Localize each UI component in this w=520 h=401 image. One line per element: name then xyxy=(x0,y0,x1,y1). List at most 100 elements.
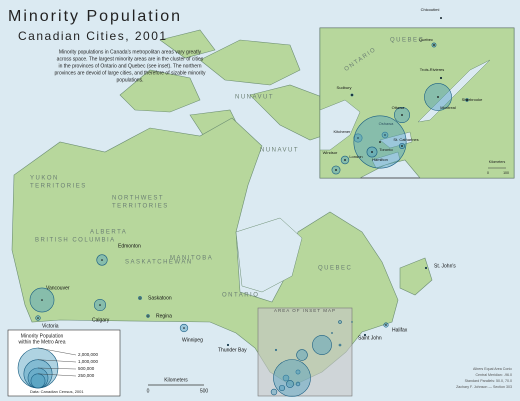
legend-leader xyxy=(37,359,77,363)
city-dot xyxy=(41,299,43,301)
description-line: populations. xyxy=(117,77,144,83)
city-label: Oshawa xyxy=(379,121,394,126)
city-dot xyxy=(433,44,435,46)
region-label: MANITOBA xyxy=(170,256,213,262)
description-line: provinces are devoid of large cities, an… xyxy=(55,70,206,76)
city-dot xyxy=(440,77,442,79)
city-dot xyxy=(385,324,387,326)
city-dot xyxy=(227,344,229,346)
legend-label: 1,000,000 xyxy=(78,359,99,364)
city-label: Montreal xyxy=(440,105,456,110)
city-label: Saskatoon xyxy=(148,295,172,301)
city-dot xyxy=(437,96,439,98)
region-label: NUNAVUT xyxy=(235,95,274,101)
region-label: QUEBEC xyxy=(318,266,352,272)
city-dot xyxy=(357,137,359,139)
city-dot xyxy=(344,159,346,161)
description: Minority populations in Canada's metropo… xyxy=(55,49,206,83)
city-dot xyxy=(364,334,366,336)
city-label: Toronto xyxy=(379,147,393,152)
inset-scale-tick: 0 xyxy=(487,171,489,175)
legend-title: within the Metro Area xyxy=(19,339,66,345)
city-label: St. John's xyxy=(434,263,456,269)
city-dot xyxy=(371,151,373,153)
city-symbol xyxy=(312,335,332,355)
city-symbol xyxy=(338,320,342,324)
region-label: YUKON xyxy=(30,176,59,182)
city-dot xyxy=(379,141,381,143)
credit-line: Albers Equal Area Conic xyxy=(473,367,512,371)
city-dot xyxy=(183,327,185,329)
inset-land xyxy=(319,27,515,179)
inset-area-label: AREA OF INSET MAP xyxy=(274,308,336,313)
city-label: Edmonton xyxy=(118,243,141,249)
description-line: across space. The largest minority areas… xyxy=(57,56,204,62)
legend-leader xyxy=(37,373,77,377)
credit-line: Standard Parallels: 50.0, 70.0 xyxy=(465,379,512,383)
region-label: SASKATCHEWAN xyxy=(125,260,193,266)
description-line: in the provinces of Ontario and Quebec (… xyxy=(58,63,201,69)
city-dot xyxy=(440,17,442,19)
legend-source: Data: Canadian Census, 2001 xyxy=(30,389,84,394)
city-label: Quebec xyxy=(419,37,433,42)
city-symbol xyxy=(273,359,311,397)
region-label: TERRITORIES xyxy=(112,204,169,210)
city-dot xyxy=(101,259,103,261)
city-label: Sherbrooke xyxy=(462,97,483,102)
city-symbol xyxy=(270,388,278,396)
subtitle: Canadian Cities, 2001 xyxy=(18,29,168,43)
region-label: TERRITORIES xyxy=(30,184,87,190)
inset-scale-label: Kilometers xyxy=(489,160,506,164)
legend-label: 500,000 xyxy=(78,366,95,371)
scale-tick: 500 xyxy=(200,388,209,394)
legend-leader xyxy=(37,347,77,356)
city-dot xyxy=(425,267,427,269)
inset-scale-tick: 100 xyxy=(503,171,509,175)
city-symbol xyxy=(295,381,301,387)
city-dot xyxy=(466,99,468,101)
city-dot xyxy=(384,134,386,136)
city-symbol xyxy=(282,374,290,382)
title: Minority Population xyxy=(8,8,182,25)
region-label: ALBERTA xyxy=(90,230,127,236)
scale-tick: 0 xyxy=(147,388,150,394)
city-label: Hamilton xyxy=(372,157,388,162)
city-dot xyxy=(37,317,39,319)
region-label: NORTHWEST xyxy=(112,196,164,202)
newfoundland xyxy=(399,257,433,296)
city-dot xyxy=(139,297,141,299)
city-label: Halifax xyxy=(392,327,408,333)
legend-title: Minority Population xyxy=(21,333,64,339)
city-symbol xyxy=(295,369,301,375)
city-dot xyxy=(401,114,403,116)
city-label: Victoria xyxy=(42,323,59,329)
city-dot xyxy=(99,304,101,306)
city-label: London xyxy=(349,154,362,159)
inset-lakes xyxy=(319,59,491,169)
city-label: Chicoutimi xyxy=(421,7,440,12)
arctic-islands xyxy=(119,29,341,141)
city-symbol xyxy=(338,343,342,347)
legend-label: 2,000,000 xyxy=(78,352,99,357)
city-dot xyxy=(401,145,403,147)
city-label: St. Catharines xyxy=(393,137,418,142)
city-label: Sudbury xyxy=(337,85,352,90)
city-symbol xyxy=(296,349,308,361)
city-label: Trois-Rivieres xyxy=(420,67,445,72)
credits: Albers Equal Area Conic Central Meridian:… xyxy=(456,367,512,389)
region-label: ONTARIO xyxy=(222,293,259,299)
region-label: QUEBEC xyxy=(390,38,424,44)
city-label: Saint John xyxy=(358,335,382,341)
city-symbol xyxy=(278,384,286,392)
hudson-bay xyxy=(235,217,303,293)
city-dot xyxy=(147,315,149,317)
legend-leader xyxy=(37,367,77,370)
legend-box xyxy=(7,329,121,397)
credit-line: Zachary F. Johnson — Section 303 xyxy=(456,385,512,389)
city-dot xyxy=(335,169,337,171)
description-line: Minority populations in Canada's metropo… xyxy=(59,49,202,55)
city-label: Regina xyxy=(156,313,172,319)
region-label: BRITISH COLUMBIA xyxy=(35,238,116,244)
legend-circle xyxy=(30,373,46,389)
